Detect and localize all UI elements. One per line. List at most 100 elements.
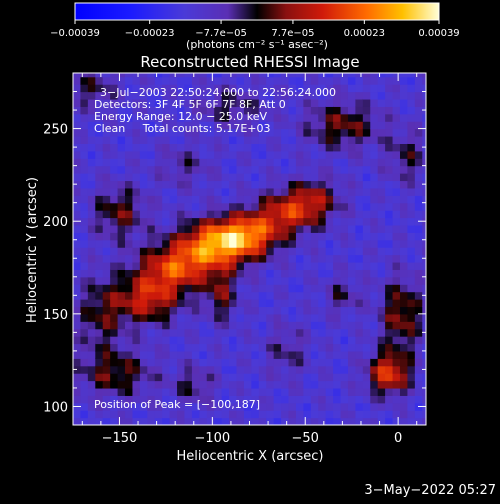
heatmap-cell [362, 232, 371, 241]
heatmap-cell [347, 195, 356, 204]
heatmap-cell [370, 202, 379, 211]
heatmap-cell [87, 336, 96, 345]
heatmap-cell [125, 158, 134, 167]
heatmap-cell [385, 232, 394, 241]
heatmap-cell [362, 165, 371, 174]
heatmap-cell [80, 276, 89, 285]
heatmap-cell [385, 291, 394, 300]
heatmap-cell [273, 224, 282, 233]
heatmap-cell [102, 73, 111, 78]
heatmap-cell [102, 202, 111, 211]
heatmap-cell [318, 150, 327, 159]
heatmap-cell [229, 313, 238, 322]
heatmap-cell [80, 410, 89, 419]
heatmap-cell [169, 143, 178, 152]
heatmap-cell [191, 373, 200, 382]
heatmap-cell [325, 373, 334, 382]
heatmap-cell [422, 158, 426, 167]
heatmap-cell [87, 210, 96, 219]
heatmap-cell [162, 158, 171, 167]
heatmap-cell [110, 232, 119, 241]
heatmap-cell [221, 135, 230, 144]
heatmap-cell [206, 128, 215, 137]
heatmap-cell [243, 269, 252, 278]
heatmap-cell [281, 187, 290, 196]
heatmap-cell [236, 358, 245, 367]
heatmap-cell [169, 321, 178, 330]
heatmap-cell [288, 328, 297, 337]
heatmap-cell [414, 373, 423, 382]
heatmap-cell [318, 106, 327, 115]
heatmap-cell [206, 328, 215, 337]
heatmap-cell [243, 91, 252, 100]
heatmap-cell [229, 321, 238, 330]
heatmap-cell [370, 291, 379, 300]
colorbar-ticks: −0.00039 −0.00023 −7.7e−05 7.7e−05 0.00023 0.… [50, 20, 460, 39]
heatmap-cell [399, 195, 409, 204]
heatmap-cell [139, 91, 148, 100]
heatmap-cell [147, 410, 156, 419]
heatmap-cell [162, 254, 171, 263]
heatmap-cell [229, 224, 238, 233]
heatmap-cell [273, 158, 282, 167]
heatmap-cell [236, 254, 245, 263]
heatmap-cell [206, 158, 215, 167]
heatmap-cell [295, 336, 304, 345]
heatmap-cell [236, 261, 245, 270]
heatmap-cell [102, 269, 111, 278]
heatmap-cell [355, 173, 364, 182]
heatmap-cell [125, 373, 134, 382]
heatmap-cell [303, 417, 312, 425]
heatmap-cell [355, 358, 364, 367]
heatmap-cell [377, 224, 386, 233]
heatmap-cell [73, 91, 82, 100]
heatmap-cell [154, 269, 163, 278]
heatmap-cell [177, 195, 186, 204]
heatmap-cell [191, 306, 200, 315]
heatmap-cell [214, 269, 223, 278]
heatmap-cell [154, 165, 163, 174]
heatmap-cell [110, 128, 119, 137]
heatmap-cell [184, 358, 193, 367]
heatmap-cell [370, 358, 379, 367]
heatmap-cell [370, 395, 379, 404]
heatmap-cell [243, 106, 252, 115]
heatmap-cell [243, 328, 252, 337]
heatmap-cell [385, 180, 394, 189]
heatmap-cell [229, 247, 238, 256]
heatmap-cell [266, 150, 275, 159]
heatmap-cell [184, 135, 193, 144]
heatmap-cell [377, 395, 386, 404]
heatmap-cell [177, 143, 186, 152]
heatmap-cell [385, 336, 394, 345]
heatmap-cell [347, 247, 356, 256]
heatmap-cell [162, 128, 171, 137]
heatmap-cell [399, 254, 409, 263]
heatmap-cell [221, 73, 230, 78]
heatmap-cell [184, 373, 193, 382]
heatmap-cell [333, 328, 342, 337]
heatmap-cell [229, 173, 238, 182]
heatmap-cell [325, 106, 334, 115]
heatmap-cell [251, 350, 260, 359]
heatmap-cell [80, 350, 89, 359]
heatmap-cell [251, 373, 260, 382]
heatmap-cell [385, 410, 394, 419]
heatmap-cell [214, 106, 223, 115]
heatmap-cell [325, 387, 334, 396]
heatmap-cell [340, 195, 349, 204]
heatmap-cell [154, 84, 163, 93]
heatmap-cell [73, 299, 82, 308]
heatmap-cell [325, 98, 334, 107]
heatmap-cell [340, 98, 349, 107]
heatmap-cell [125, 417, 134, 425]
heatmap-cell [303, 76, 312, 85]
heatmap-cell [169, 232, 178, 241]
heatmap-cell [139, 239, 148, 248]
heatmap-cell [184, 321, 193, 330]
heatmap-cell [199, 276, 208, 285]
heatmap-cell [73, 73, 82, 78]
heatmap-cell [295, 395, 304, 404]
heatmap-cell [370, 410, 379, 419]
heatmap-cell [310, 247, 319, 256]
